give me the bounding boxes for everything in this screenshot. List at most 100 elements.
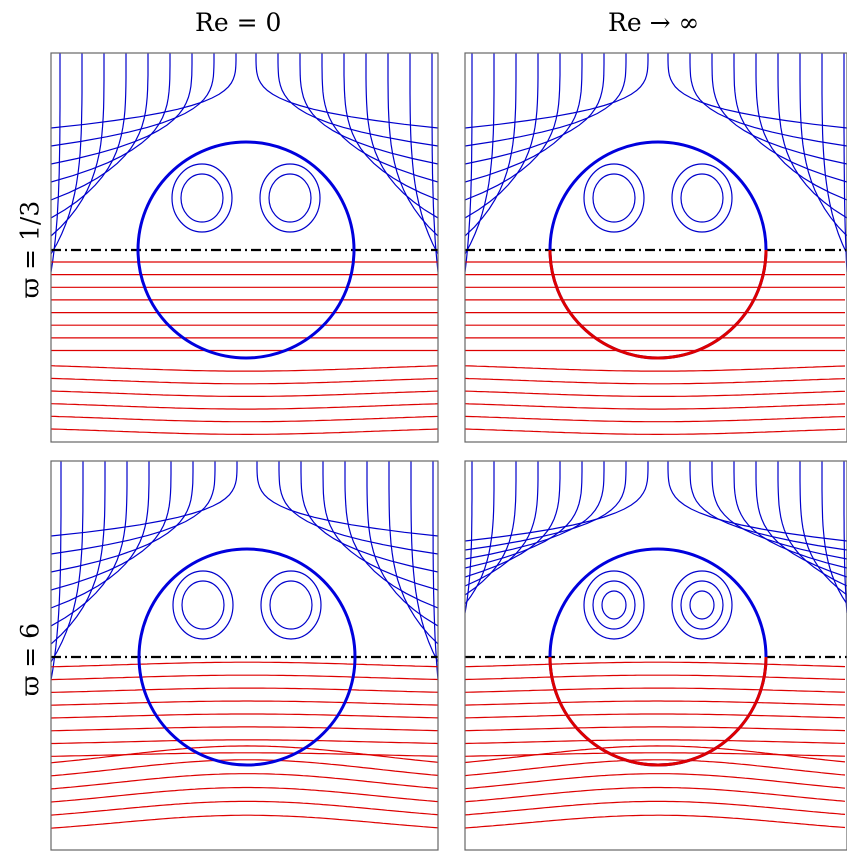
lower-streamline [51,661,438,668]
upper-streamline [465,461,539,587]
column-title-re-infinity: Re → ∞ [608,8,699,37]
lower-streamline [51,786,438,803]
lower-streamline [51,752,438,757]
panel-frame [464,52,847,443]
lower-streamline [465,745,846,764]
upper-streamline [465,461,495,605]
upper-streamline [465,461,473,614]
vortex-loop [689,590,715,620]
upper-streamline [51,53,61,273]
upper-streamline [410,461,438,663]
vortex-loop [259,163,321,233]
upper-streamline [667,53,847,129]
upper-streamline [365,53,438,219]
lower-streamline [51,428,438,435]
upper-streamline [465,53,605,165]
upper-streamline [755,461,847,578]
upper-streamline [51,53,193,165]
upper-streamline [366,461,438,627]
upper-streamline [711,53,847,165]
upper-streamline [431,53,438,273]
upper-streamline [51,461,172,591]
lower-streamline [51,745,438,764]
upper-streamline [322,461,438,591]
upper-streamline [733,53,847,183]
upper-streamline [51,53,149,201]
panel-1 [464,52,847,443]
upper-streamline [277,53,438,147]
upper-streamline [51,461,128,627]
vortex-loop [680,580,724,630]
lower-streamline [465,700,846,706]
lower-streamline [51,814,438,829]
panel-content [51,461,438,829]
vortex-loop [583,570,645,640]
lower-streamline [465,713,846,719]
upper-streamline [51,461,106,645]
lower-streamline [465,415,846,423]
lower-streamline [465,687,846,693]
upper-streamline [387,53,438,237]
upper-streamline [843,461,847,614]
upper-streamline [51,461,62,681]
upper-streamline [343,53,438,201]
lower-streamline [465,759,846,777]
panel-frame [464,460,847,851]
upper-streamline [300,461,438,573]
panel-0 [50,52,439,443]
vortex-loop [671,570,733,640]
upper-streamline [465,53,495,255]
upper-streamline [465,53,517,237]
upper-streamline [409,53,438,255]
lower-streamline [465,661,846,668]
upper-streamline [465,461,627,551]
upper-streamline [799,461,847,596]
sphere-lower-red-arc [548,656,768,767]
vortex-loop [181,580,225,630]
lower-streamline [51,700,438,706]
upper-streamline [465,53,473,273]
panel-3 [464,460,847,851]
lower-streamline [465,773,846,790]
vortex-loop [671,163,733,233]
vortex-loop [583,163,645,233]
upper-streamline [465,461,517,596]
panel-content [465,53,847,435]
upper-streamline [465,53,627,147]
upper-streamline [278,461,438,555]
lower-streamline [465,390,846,397]
re-symbol: Re [608,8,642,37]
lower-streamline [51,800,438,816]
lower-streamline [51,726,438,732]
upper-streamline [465,461,561,578]
upper-streamline [755,53,847,201]
re-symbol: Re [195,8,229,37]
lower-streamline [51,687,438,693]
lower-streamline [465,726,846,732]
lower-streamline [465,739,846,745]
upper-streamline [799,53,847,237]
panel-content [465,461,847,829]
lower-streamline [465,786,846,803]
upper-streamline [432,461,438,681]
upper-streamline [51,53,237,129]
vortex-loop [601,590,627,620]
lower-streamline [51,739,438,745]
lower-streamline [465,428,846,435]
upper-streamline [51,53,215,147]
vortex-loop [171,163,233,233]
lower-streamline [51,773,438,790]
sphere-lower-red-arc [548,249,768,360]
upper-streamline [51,461,238,537]
upper-streamline [51,461,194,573]
upper-streamline [255,53,438,129]
lower-streamline [465,814,846,829]
upper-streamline [299,53,438,165]
upper-streamline [51,53,127,219]
panel-2 [50,460,439,851]
vortex-loop [592,580,636,630]
upper-streamline [51,53,83,255]
vortex-loop [180,173,224,223]
column-title-re-zero: Re = 0 [195,8,281,37]
